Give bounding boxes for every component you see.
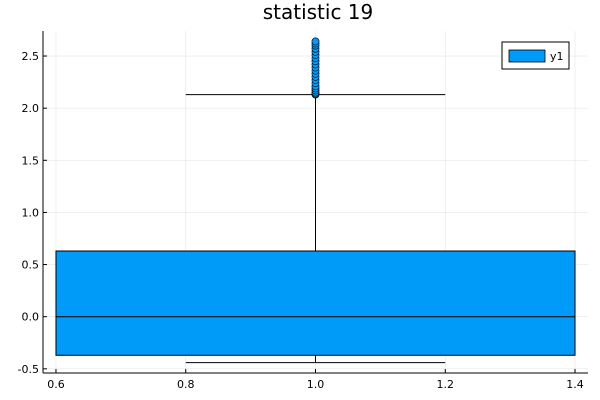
- axes: 0.6 0.8 1.0 1.2 1.4 -0.5 0.0 0.5 1.0 1.5 2.0 2.5: [18, 31, 588, 391]
- plot-area: [55, 37, 576, 364]
- y-tick-label: 0.5: [22, 259, 40, 272]
- x-tick-label: 1.2: [437, 378, 455, 391]
- x-tick-label: 1.4: [566, 378, 584, 391]
- chart-title: statistic 19: [263, 0, 374, 24]
- y-tick-label: 2.0: [22, 102, 40, 115]
- outlier-point: [311, 37, 320, 46]
- x-tick-label: 1.0: [307, 378, 325, 391]
- y-tick-label: -0.5: [18, 363, 39, 376]
- legend: y1: [501, 41, 570, 70]
- box-body: [55, 250, 576, 356]
- x-tick-label: 0.6: [47, 378, 65, 391]
- y-tick-label: 1.0: [22, 206, 40, 219]
- y-tick-label: 1.5: [22, 154, 40, 167]
- x-tick-label: 0.8: [177, 378, 195, 391]
- y-tick-label: 0.0: [22, 311, 40, 324]
- legend-label-y1: y1: [550, 50, 564, 63]
- y-tick-label: 2.5: [22, 50, 40, 63]
- legend-swatch-y1: [508, 49, 546, 63]
